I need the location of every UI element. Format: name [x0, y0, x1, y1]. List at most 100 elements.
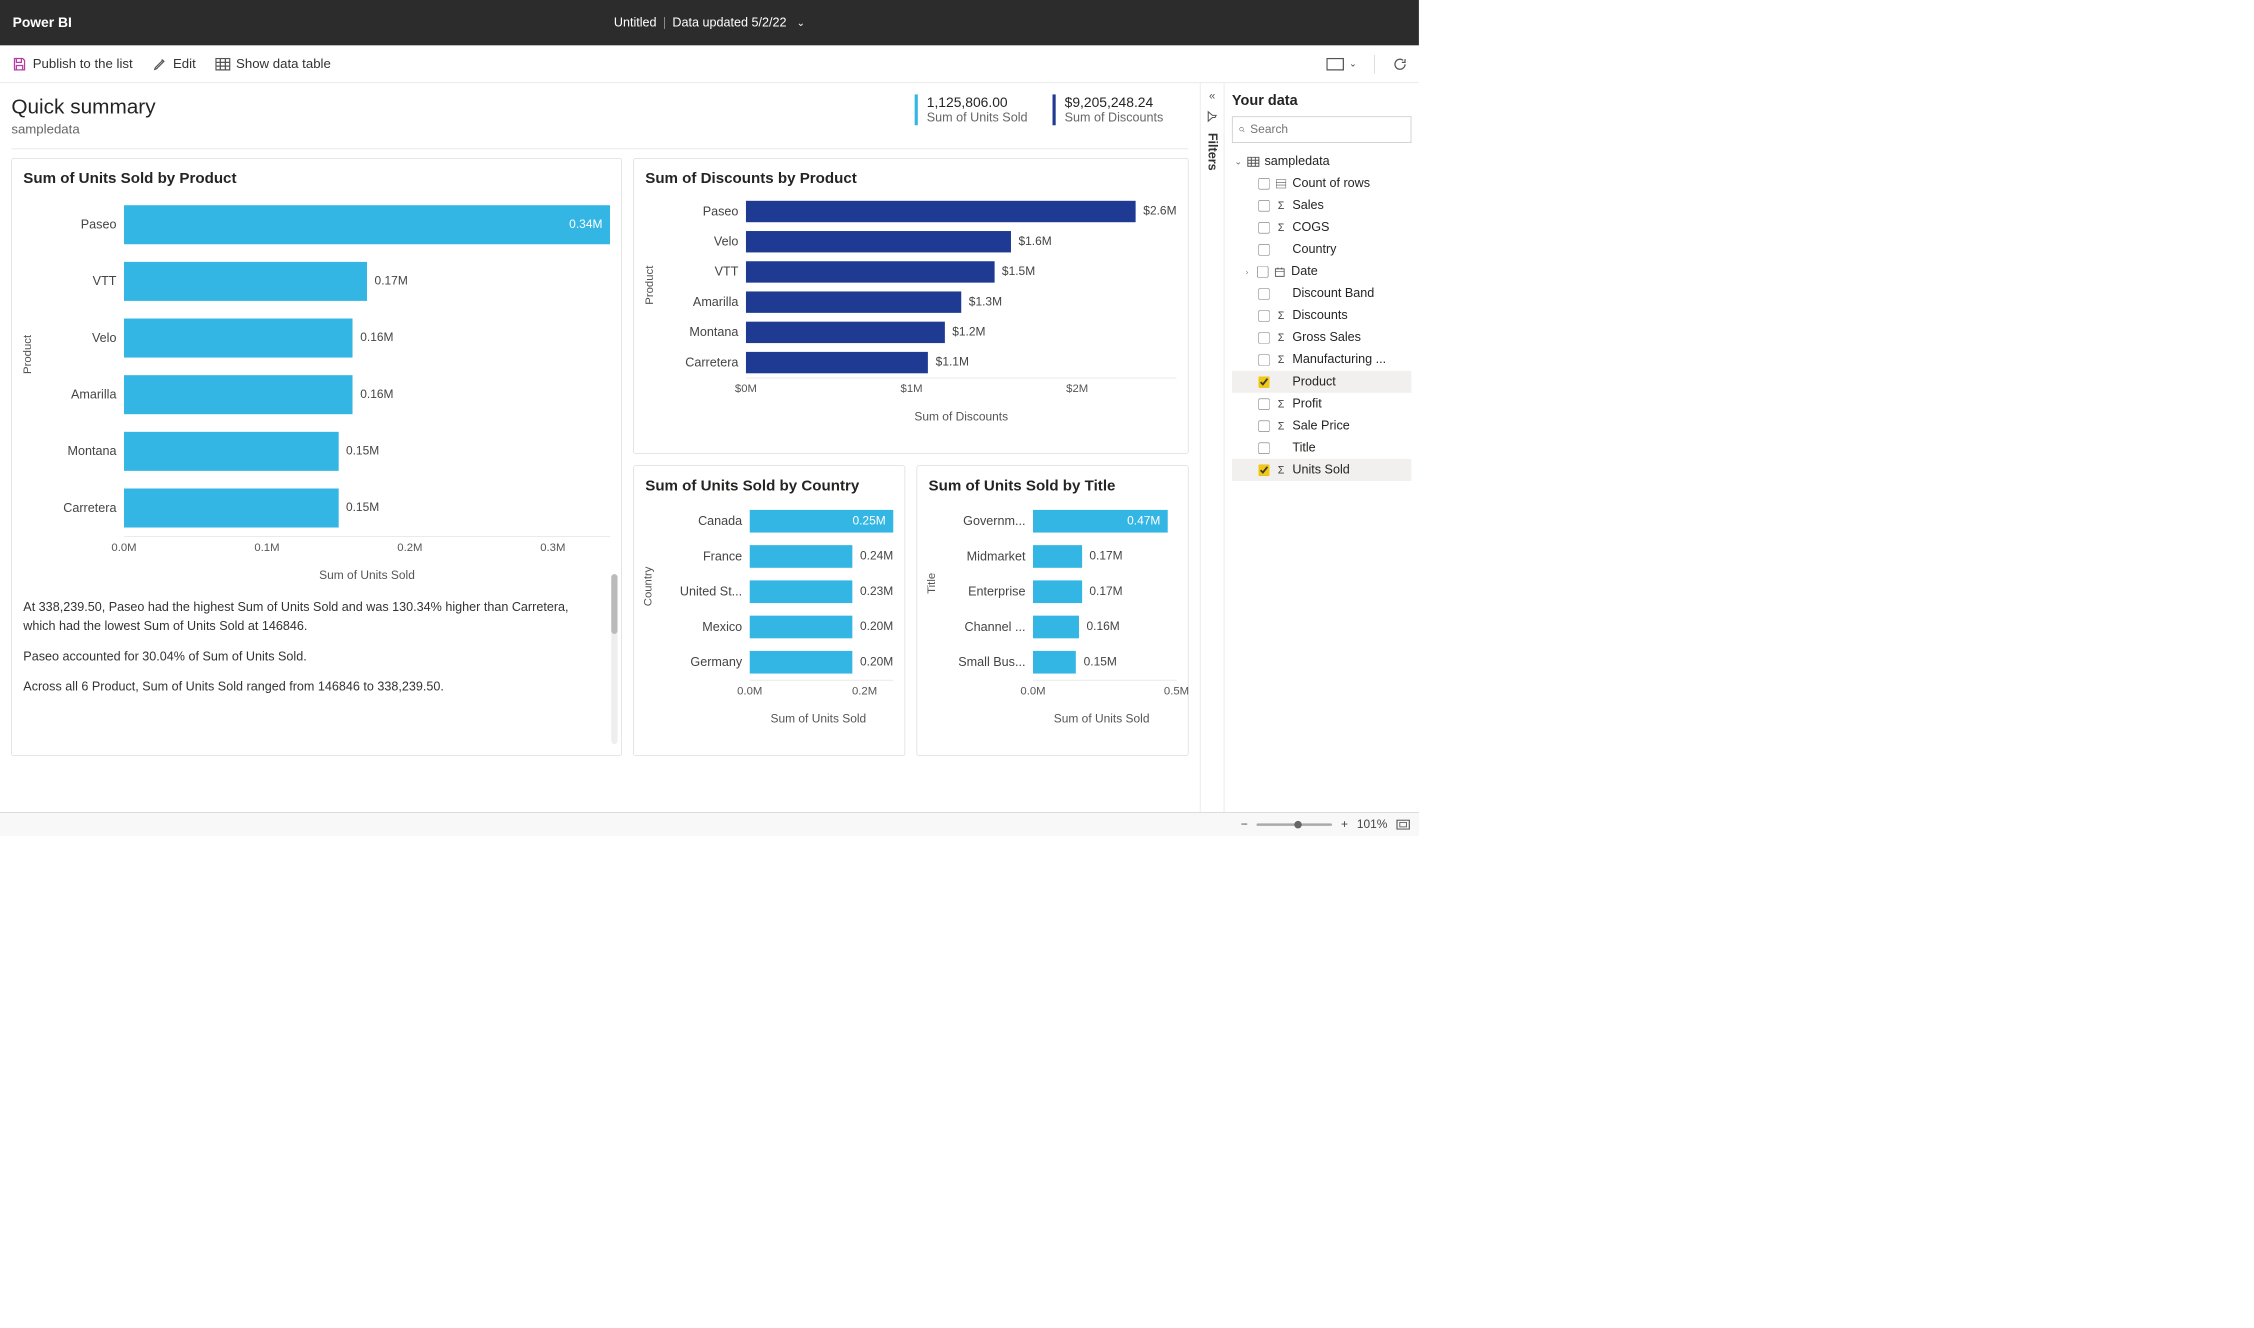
x-tick: 0.2M	[852, 684, 877, 697]
field-checkbox[interactable]	[1257, 266, 1268, 277]
bar-category: Carretera	[48, 501, 124, 515]
zoom-slider[interactable]	[1257, 823, 1333, 826]
field-item[interactable]: Σ COGS	[1232, 217, 1411, 239]
bar-value: 0.34M	[569, 218, 610, 232]
bar-category: Montana	[670, 325, 746, 339]
bar-row[interactable]: Montana $1.2M	[670, 317, 1176, 347]
publish-button[interactable]: Publish to the list	[8, 53, 137, 74]
search-box[interactable]	[1232, 116, 1411, 142]
bar-row[interactable]: VTT $1.5M	[670, 257, 1176, 287]
field-item[interactable]: Σ Units Sold	[1232, 459, 1411, 481]
field-item[interactable]: Σ Profit	[1232, 393, 1411, 415]
field-checkbox[interactable]	[1258, 288, 1269, 299]
field-checkbox[interactable]	[1258, 464, 1269, 475]
kpi-value: $9,205,248.24	[1065, 94, 1164, 110]
table-node[interactable]: ⌄ sampledata	[1232, 150, 1411, 172]
bar	[746, 231, 1011, 252]
bar-row[interactable]: VTT 0.17M	[48, 253, 610, 310]
field-item[interactable]: › Date	[1232, 261, 1411, 283]
x-tick: $2M	[1066, 382, 1088, 395]
filters-rail[interactable]: « Filters	[1200, 83, 1224, 812]
sigma-icon: Σ	[1275, 464, 1288, 477]
field-checkbox[interactable]	[1258, 244, 1269, 255]
field-item[interactable]: Σ Discounts	[1232, 305, 1411, 327]
search-input[interactable]	[1250, 123, 1404, 137]
field-item[interactable]: Σ Sale Price	[1232, 415, 1411, 437]
chart-title: Sum of Units Sold by Title	[929, 477, 1177, 495]
field-checkbox[interactable]	[1258, 398, 1269, 409]
refresh-button[interactable]	[1389, 54, 1412, 74]
bar-category: Amarilla	[48, 387, 124, 401]
field-name: Gross Sales	[1292, 330, 1361, 344]
field-checkbox[interactable]	[1258, 420, 1269, 431]
bar-row[interactable]: Governm... 0.47M	[951, 504, 1176, 539]
card-discounts-by-product[interactable]: Sum of Discounts by Product Product Pase…	[633, 158, 1188, 454]
insight-paragraph: At 338,239.50, Paseo had the highest Sum…	[23, 598, 597, 636]
bar-row[interactable]: Paseo 0.34M	[48, 196, 610, 253]
field-checkbox[interactable]	[1258, 222, 1269, 233]
card-units-by-product[interactable]: Sum of Units Sold by Product Product Pas…	[11, 158, 622, 756]
field-checkbox[interactable]	[1258, 178, 1269, 189]
bar-row[interactable]: Paseo $2.6M	[670, 196, 1176, 226]
bar-row[interactable]: Enterprise 0.17M	[951, 574, 1176, 609]
bar-value: 0.20M	[852, 620, 893, 634]
bar-row[interactable]: Carretera 0.15M	[48, 480, 610, 537]
field-item[interactable]: Title	[1232, 437, 1411, 459]
bar-row[interactable]: Velo 0.16M	[48, 310, 610, 367]
field-name: Units Sold	[1292, 463, 1349, 477]
zoom-out-button[interactable]: −	[1241, 817, 1248, 831]
bar-row[interactable]: United St... 0.23M	[668, 574, 893, 609]
bar-category: Velo	[48, 331, 124, 345]
field-checkbox[interactable]	[1258, 310, 1269, 321]
field-item[interactable]: Count of rows	[1232, 172, 1411, 194]
scrollbar[interactable]	[611, 574, 617, 744]
bar-row[interactable]: Canada 0.25M	[668, 504, 893, 539]
bar-row[interactable]: Germany 0.20M	[668, 645, 893, 680]
doc-title-area[interactable]: Untitled | Data updated 5/2/22 ⌄	[614, 15, 805, 29]
field-item[interactable]: Country	[1232, 239, 1411, 261]
bar-row[interactable]: Montana 0.15M	[48, 423, 610, 480]
field-checkbox[interactable]	[1258, 376, 1269, 387]
field-checkbox[interactable]	[1258, 442, 1269, 453]
field-item[interactable]: Σ Gross Sales	[1232, 327, 1411, 349]
bar-row[interactable]: France 0.24M	[668, 539, 893, 574]
sigma-icon: Σ	[1275, 331, 1288, 344]
field-item[interactable]: Discount Band	[1232, 283, 1411, 305]
bar-row[interactable]: Amarilla 0.16M	[48, 366, 610, 423]
chevron-down-icon[interactable]: ⌄	[797, 16, 805, 29]
x-tick: 0.1M	[254, 541, 279, 554]
card-units-by-title[interactable]: Sum of Units Sold by Title Title Governm…	[917, 465, 1189, 756]
edit-button[interactable]: Edit	[148, 53, 200, 74]
field-checkbox[interactable]	[1258, 354, 1269, 365]
bar-category: United St...	[668, 584, 750, 598]
data-pane-title: Your data	[1232, 92, 1411, 109]
bar	[124, 319, 353, 358]
bar-row[interactable]: Amarilla $1.3M	[670, 287, 1176, 317]
collapse-icon[interactable]: «	[1209, 89, 1215, 102]
field-item[interactable]: Σ Manufacturing ...	[1232, 349, 1411, 371]
bar-row[interactable]: Midmarket 0.17M	[951, 539, 1176, 574]
edit-label: Edit	[173, 56, 196, 71]
bar-row[interactable]: Small Bus... 0.15M	[951, 645, 1176, 680]
field-item[interactable]: Σ Sales	[1232, 195, 1411, 217]
insight-paragraph: Across all 6 Product, Sum of Units Sold …	[23, 677, 597, 696]
bar	[746, 352, 928, 373]
screen-mode-button[interactable]: ⌄	[1323, 55, 1361, 73]
bar-value: 0.15M	[338, 444, 379, 458]
zoom-in-button[interactable]: +	[1341, 817, 1348, 831]
bar-row[interactable]: Mexico 0.20M	[668, 609, 893, 644]
field-checkbox[interactable]	[1258, 200, 1269, 211]
show-table-button[interactable]: Show data table	[211, 53, 335, 74]
bar-value: 0.16M	[1079, 620, 1120, 634]
doc-title: Untitled	[614, 15, 657, 29]
x-tick: 0.2M	[397, 541, 422, 554]
y-axis-label: Country	[641, 567, 654, 607]
field-checkbox[interactable]	[1258, 332, 1269, 343]
card-units-by-country[interactable]: Sum of Units Sold by Country Country Can…	[633, 465, 905, 756]
bar-row[interactable]: Velo $1.6M	[670, 227, 1176, 257]
bar-row[interactable]: Carretera $1.1M	[670, 347, 1176, 377]
fit-page-icon[interactable]	[1396, 819, 1410, 829]
bar-row[interactable]: Channel ... 0.16M	[951, 609, 1176, 644]
field-item[interactable]: Product	[1232, 371, 1411, 393]
bar-category: Enterprise	[951, 584, 1033, 598]
